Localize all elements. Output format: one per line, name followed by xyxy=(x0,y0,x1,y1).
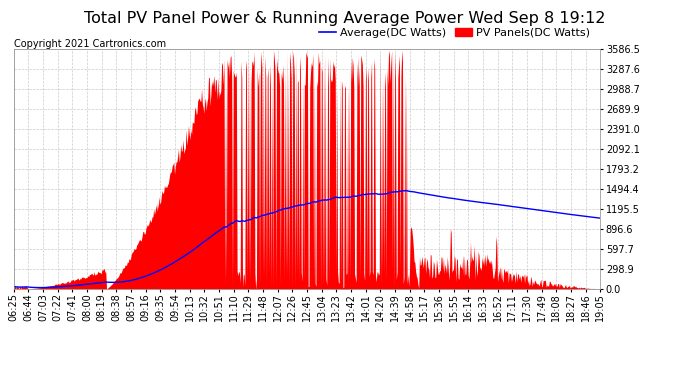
Legend: Average(DC Watts), PV Panels(DC Watts): Average(DC Watts), PV Panels(DC Watts) xyxy=(315,23,595,42)
Text: Total PV Panel Power & Running Average Power Wed Sep 8 19:12: Total PV Panel Power & Running Average P… xyxy=(84,11,606,26)
Text: Copyright 2021 Cartronics.com: Copyright 2021 Cartronics.com xyxy=(14,39,166,50)
